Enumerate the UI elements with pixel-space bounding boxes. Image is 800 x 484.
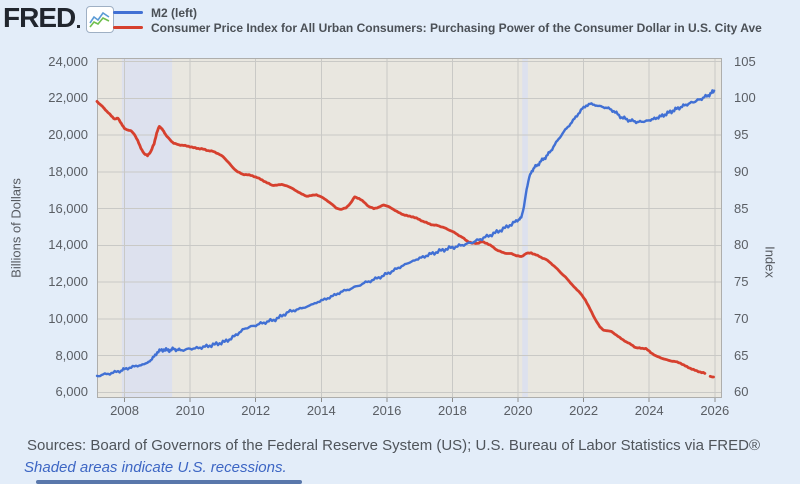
legend-item-cpi[interactable]: Consumer Price Index for All Urban Consu… [113, 20, 800, 35]
fred-logo-text: FRED [3, 2, 76, 33]
y-axis-tick-left: 20,000 [48, 127, 88, 143]
x-axis-tick: 2022 [569, 403, 599, 418]
y-axis-tick-right: 80 [734, 237, 749, 253]
x-axis-tick: 2008 [110, 403, 139, 418]
y-axis-tick-right: 90 [734, 163, 749, 179]
y-axis-tick-right: 95 [734, 127, 749, 143]
y-axis-tick-right: 70 [734, 310, 749, 326]
y-axis-tick-right: 75 [734, 274, 749, 290]
sources-note: Sources: Board of Governors of the Feder… [27, 437, 761, 454]
x-axis-tick: 2020 [503, 403, 533, 418]
y-axis-tick-right: 60 [734, 384, 749, 400]
fred-logo[interactable]: FRED [3, 2, 115, 33]
y-axis-tick-left: 14,000 [48, 237, 88, 253]
y-axis-tick-right: 85 [734, 200, 749, 216]
y-axis-tick-left: 24,000 [48, 53, 88, 69]
clipped-bottom-text [36, 480, 302, 484]
left-axis-title: Billions of Dollars [8, 178, 24, 278]
fred-line-chart-icon [86, 6, 115, 33]
y-axis-tick-left: 12,000 [48, 274, 88, 290]
y-axis-tick-right: 100 [734, 90, 756, 106]
y-axis-tick-right: 65 [734, 347, 749, 363]
x-axis-tick: 2026 [700, 403, 730, 418]
legend-label-m2: M2 (left) [151, 5, 197, 20]
recession-note-link[interactable]: Shaded areas indicate U.S. recessions. [24, 459, 287, 476]
y-axis-tick-right: 105 [734, 53, 756, 69]
y-axis-tick-left: 16,000 [48, 200, 88, 216]
plot-area[interactable] [95, 58, 722, 402]
x-axis-tick: 2014 [306, 403, 336, 418]
y-axis-tick-left: 22,000 [48, 90, 88, 106]
cpi-line-swatch [113, 26, 143, 29]
x-axis-tick: 2010 [175, 403, 205, 418]
legend: M2 (left) Consumer Price Index for All U… [113, 5, 800, 35]
y-axis-tick-left: 10,000 [48, 310, 88, 326]
y-axis-tick-left: 6,000 [55, 384, 88, 400]
x-axis-tick: 2016 [372, 403, 402, 418]
legend-item-m2[interactable]: M2 (left) [113, 5, 800, 20]
x-axis-tick: 2024 [634, 403, 664, 418]
x-axis-tick: 2018 [437, 403, 467, 418]
x-axis-tick: 2012 [241, 403, 271, 418]
y-axis-tick-left: 18,000 [48, 163, 88, 179]
legend-label-cpi: Consumer Price Index for All Urban Consu… [151, 20, 762, 35]
m2-line-swatch [113, 11, 143, 14]
logo-registered-mark [77, 25, 81, 28]
y-axis-tick-left: 8,000 [55, 347, 88, 363]
